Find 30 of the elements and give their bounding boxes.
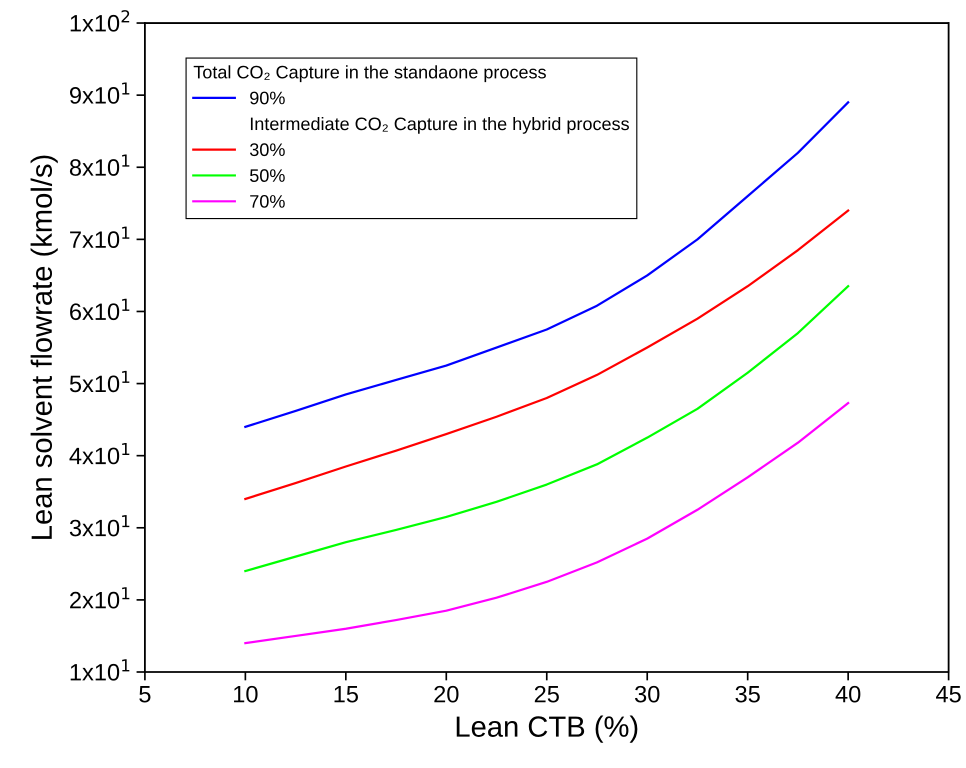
x-tick-label: 35 — [735, 686, 760, 703]
x-tick-label: 15 — [334, 686, 358, 703]
y-tick-label: 3x10$^{1}$ — [70, 515, 130, 536]
y-tick-label: 1x10$^{2}$ — [70, 10, 130, 32]
y-tick-label: 5x10$^{1}$ — [70, 370, 130, 392]
line-series — [244, 402, 850, 644]
line-series — [244, 209, 850, 500]
legend-label: 90% — [250, 92, 285, 104]
annotation: Intermediate CO₂ Capture in the hybrid process — [250, 116, 629, 134]
x-tick-label: 40 — [836, 686, 860, 703]
x-tick-label: 45 — [936, 686, 961, 703]
x-tick-label: 20 — [434, 686, 458, 703]
legend-label: 70% — [250, 195, 285, 208]
x-tick-label: 5 — [139, 686, 150, 703]
x-axis-title: Lean CTB (%) — [456, 716, 638, 743]
y-axis-title: Lean solvent flowrate (kmol/s) — [30, 156, 58, 539]
legend-title: Total CO₂ Capture in the standaone process — [194, 65, 546, 82]
x-tick-label: 10 — [234, 686, 258, 703]
x-tick-label: 30 — [634, 686, 660, 703]
y-tick-label: 8x10$^{1}$ — [70, 154, 130, 176]
legend-label: 30% — [250, 143, 285, 156]
line-series — [244, 285, 850, 572]
y-tick-label: 6x10$^{1}$ — [70, 298, 130, 320]
y-tick-label: 1x10$^{1}$ — [70, 659, 130, 681]
y-tick-label: 2x10$^{1}$ — [70, 587, 130, 609]
y-tick-label: 7x10$^{1}$ — [70, 226, 130, 248]
legend-label: 50% — [250, 169, 285, 182]
x-tick-label: 25 — [534, 686, 559, 703]
y-tick-label: 4x10$^{1}$ — [69, 442, 130, 464]
y-tick-label: 9x10$^{1}$ — [70, 82, 130, 104]
